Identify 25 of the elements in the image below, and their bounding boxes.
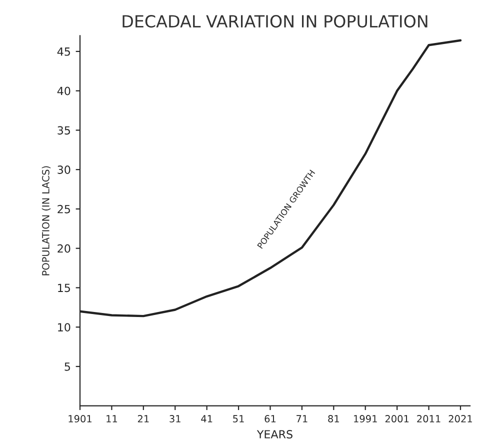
x-tick-label: 61	[264, 415, 276, 422]
x-tick-label: 21	[138, 415, 149, 422]
y-axis-title: POPULATION (IN LACS)	[42, 166, 51, 276]
y-tick-label: 10	[58, 323, 70, 332]
y-tick-label: 15	[58, 284, 70, 292]
x-tick-label: 2021	[448, 415, 472, 422]
x-tick-label: 1901	[68, 415, 92, 422]
x-tick-label: 2001	[385, 415, 409, 422]
x-tick-label: 1991	[354, 415, 377, 422]
chart-title: DECADAL VARIATION IN POPULATION	[122, 14, 428, 28]
x-tick-label: 2011	[417, 415, 440, 422]
y-tick-label: 5	[64, 362, 70, 371]
x-tick-label: 31	[170, 415, 180, 422]
y-tick-label: 45	[57, 48, 70, 56]
x-tick-label: 71	[296, 415, 308, 422]
y-tick-label: 35	[58, 126, 70, 135]
y-tick-label: 25	[58, 204, 70, 214]
x-tick-label: 51	[233, 415, 244, 422]
y-tick-label: 30	[58, 166, 70, 174]
y-tick-label: 40	[57, 86, 70, 96]
x-tick-label: 81	[328, 415, 339, 422]
x-axis-title: YEARS	[256, 430, 292, 438]
x-tick-label: 41	[201, 415, 212, 422]
x-tick-label: 11	[106, 415, 117, 422]
y-tick-label: 20	[58, 244, 70, 253]
